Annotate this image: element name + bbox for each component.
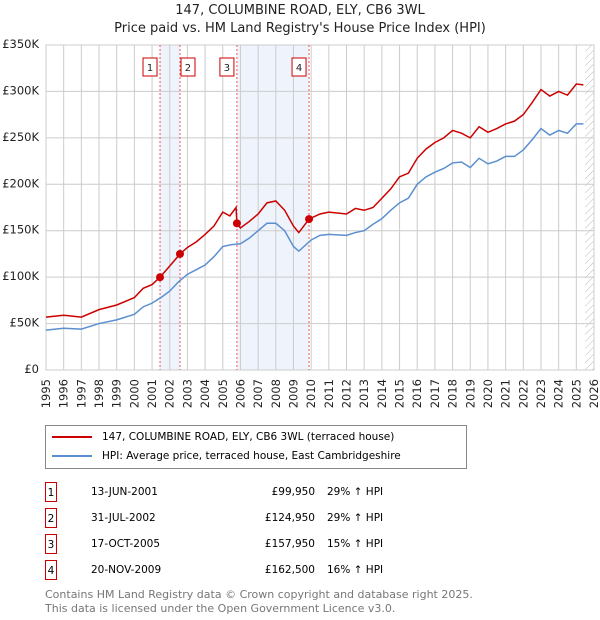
x-tick-label: 2014 xyxy=(375,379,389,408)
x-tick-label: 2026 xyxy=(587,379,600,408)
x-tick-label: 2018 xyxy=(446,379,460,408)
plot-border xyxy=(45,44,595,371)
y-tick-label: £300K xyxy=(2,83,39,97)
y-tick-label: £350K xyxy=(2,37,39,51)
sale-hpi-diff: 29% ↑ HPI xyxy=(327,486,384,498)
shaded-period xyxy=(236,45,310,370)
sale-price: £157,950 xyxy=(264,538,315,550)
x-tick-label: 2010 xyxy=(304,379,318,408)
y-tick-label: £200K xyxy=(2,176,39,190)
sale-price: £99,950 xyxy=(271,486,315,498)
series-line xyxy=(45,83,584,318)
x-tick-label: 2009 xyxy=(286,379,300,408)
sale-id-badge: 2 xyxy=(45,508,57,528)
x-tick-label: 2013 xyxy=(357,379,371,408)
x-tick-label: 2019 xyxy=(463,379,477,408)
sale-id-badge: 1 xyxy=(45,482,57,502)
sale-date: 13-JUN-2001 xyxy=(91,486,158,498)
x-tick-label: 2002 xyxy=(163,379,177,408)
plot-area: 1995 1996 1997 1998 1999 2000 2001 2002 2003 2004… xyxy=(2,37,600,408)
x-tick-label: 2020 xyxy=(481,379,495,408)
footer: Contains HM Land Registry data © Crown c… xyxy=(45,588,473,616)
x-tick-label: 2016 xyxy=(410,379,424,408)
sale-point xyxy=(232,219,241,228)
x-tick-label: 2005 xyxy=(216,379,230,408)
sale-point xyxy=(305,215,314,224)
x-tick-label: 2006 xyxy=(233,379,247,408)
series-line xyxy=(45,123,584,331)
x-tick-label: 2011 xyxy=(322,379,336,408)
y-tick-label: £250K xyxy=(2,130,39,144)
sale-row: 3 17-OCT-2005 £157,950 15% ↑ HPI xyxy=(45,534,545,554)
sale-row: 2 31-JUL-2002 £124,950 29% ↑ HPI xyxy=(45,508,545,528)
footer-line-2: This data is licensed under the Open Gov… xyxy=(45,602,396,615)
sale-label: 3 xyxy=(224,63,230,74)
sale-price: £124,950 xyxy=(264,512,315,524)
chart-subtitle: Price paid vs. HM Land Registry's House … xyxy=(114,21,486,36)
x-tick-label: 2022 xyxy=(516,379,530,408)
sale-label: 1 xyxy=(147,63,153,74)
legend-label-property: 147, COLUMBINE ROAD, ELY, CB6 3WL (terra… xyxy=(102,431,395,443)
legend-swatch-hpi xyxy=(52,455,92,457)
sale-point xyxy=(175,249,184,258)
y-tick-label: £100K xyxy=(2,269,39,283)
sale-price: £162,500 xyxy=(264,564,315,576)
sale-date: 31-JUL-2002 xyxy=(91,512,156,524)
sale-date: 20-NOV-2009 xyxy=(91,564,162,576)
sale-label-box xyxy=(142,57,158,77)
x-tick-label: 1999 xyxy=(110,379,124,408)
y-tick-label: £150K xyxy=(2,223,39,237)
forecast-hatch xyxy=(585,45,594,370)
sale-label-box xyxy=(219,57,235,77)
x-tick-label: 2004 xyxy=(198,379,212,408)
sale-label-box xyxy=(291,57,307,77)
x-tick-label: 2012 xyxy=(340,379,354,408)
sale-hpi-diff: 29% ↑ HPI xyxy=(327,512,384,524)
x-tick-label: 2025 xyxy=(569,379,583,408)
sale-row: 4 20-NOV-2009 £162,500 16% ↑ HPI xyxy=(45,560,545,580)
sale-label-box xyxy=(180,57,196,77)
sale-id-badge: 3 xyxy=(45,534,57,554)
y-tick-label: £50K xyxy=(10,316,40,330)
x-tick-label: 2017 xyxy=(428,379,442,408)
x-tick-label: 2003 xyxy=(180,379,194,408)
sale-point xyxy=(156,273,165,282)
sale-hpi-diff: 16% ↑ HPI xyxy=(327,564,384,576)
legend: 147, COLUMBINE ROAD, ELY, CB6 3WL (terra… xyxy=(45,425,467,469)
x-tick-label: 1997 xyxy=(74,379,88,408)
x-tick-label: 1995 xyxy=(39,379,53,408)
x-tick-label: 1998 xyxy=(92,379,106,408)
x-tick-label: 1996 xyxy=(57,379,71,408)
y-tick-label: £0 xyxy=(24,362,39,376)
sale-label: 2 xyxy=(185,63,191,74)
x-tick-label: 2000 xyxy=(127,379,141,408)
chart-title: 147, COLUMBINE ROAD, ELY, CB6 3WL xyxy=(175,3,425,18)
x-tick-label: 2008 xyxy=(269,379,283,408)
x-tick-label: 2023 xyxy=(534,379,548,408)
x-tick-label: 2015 xyxy=(393,379,407,408)
x-tick-label: 2001 xyxy=(145,379,159,408)
footer-line-1: Contains HM Land Registry data © Crown c… xyxy=(45,588,473,601)
sale-row: 1 13-JUN-2001 £99,950 29% ↑ HPI xyxy=(45,482,545,502)
x-tick-label: 2024 xyxy=(552,379,566,408)
sale-id-badge: 4 xyxy=(45,560,57,580)
x-tick-label: 2021 xyxy=(499,379,513,408)
sale-date: 17-OCT-2005 xyxy=(91,538,160,550)
sale-label: 4 xyxy=(296,63,302,74)
sale-hpi-diff: 15% ↑ HPI xyxy=(327,538,384,550)
legend-swatch-property xyxy=(52,436,92,438)
x-tick-label: 2007 xyxy=(251,379,265,408)
legend-label-hpi: HPI: Average price, terraced house, East… xyxy=(102,450,401,462)
